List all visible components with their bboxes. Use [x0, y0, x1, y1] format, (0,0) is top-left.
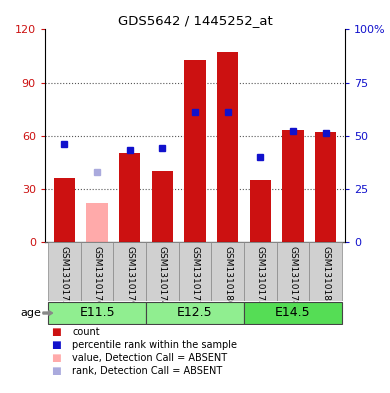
Bar: [146, 242, 179, 301]
Text: ■: ■: [51, 353, 60, 363]
Bar: [244, 302, 342, 324]
Bar: [211, 242, 244, 301]
Text: ■: ■: [51, 366, 60, 376]
Text: ■: ■: [51, 327, 60, 337]
Bar: [87, 203, 108, 242]
Text: rank, Detection Call = ABSENT: rank, Detection Call = ABSENT: [72, 366, 222, 376]
Text: E11.5: E11.5: [79, 306, 115, 319]
Bar: [119, 153, 140, 242]
Bar: [113, 242, 146, 301]
Text: GDS5642 / 1445252_at: GDS5642 / 1445252_at: [118, 14, 272, 27]
Text: E14.5: E14.5: [275, 306, 311, 319]
Text: GSM1310179: GSM1310179: [125, 246, 134, 307]
Text: GSM1310175: GSM1310175: [256, 246, 265, 307]
Text: GSM1310173: GSM1310173: [60, 246, 69, 307]
Text: count: count: [72, 327, 100, 337]
Text: GSM1310181: GSM1310181: [321, 246, 330, 307]
Text: GSM1310177: GSM1310177: [190, 246, 200, 307]
Bar: [48, 242, 81, 301]
Text: value, Detection Call = ABSENT: value, Detection Call = ABSENT: [72, 353, 227, 363]
Bar: [315, 132, 336, 242]
Bar: [48, 302, 146, 324]
Bar: [184, 59, 206, 242]
Bar: [277, 242, 309, 301]
Bar: [179, 242, 211, 301]
Bar: [309, 242, 342, 301]
Text: E12.5: E12.5: [177, 306, 213, 319]
Text: GSM1310178: GSM1310178: [289, 246, 298, 307]
Bar: [217, 52, 238, 242]
Text: percentile rank within the sample: percentile rank within the sample: [72, 340, 237, 350]
Text: age: age: [20, 308, 41, 318]
Bar: [54, 178, 75, 242]
Text: GSM1310180: GSM1310180: [223, 246, 232, 307]
Bar: [81, 242, 113, 301]
Bar: [244, 242, 277, 301]
Bar: [250, 180, 271, 242]
Bar: [282, 130, 303, 242]
Text: ■: ■: [51, 340, 60, 350]
Bar: [152, 171, 173, 242]
Bar: [146, 302, 244, 324]
Text: GSM1310176: GSM1310176: [92, 246, 101, 307]
Text: GSM1310174: GSM1310174: [158, 246, 167, 307]
